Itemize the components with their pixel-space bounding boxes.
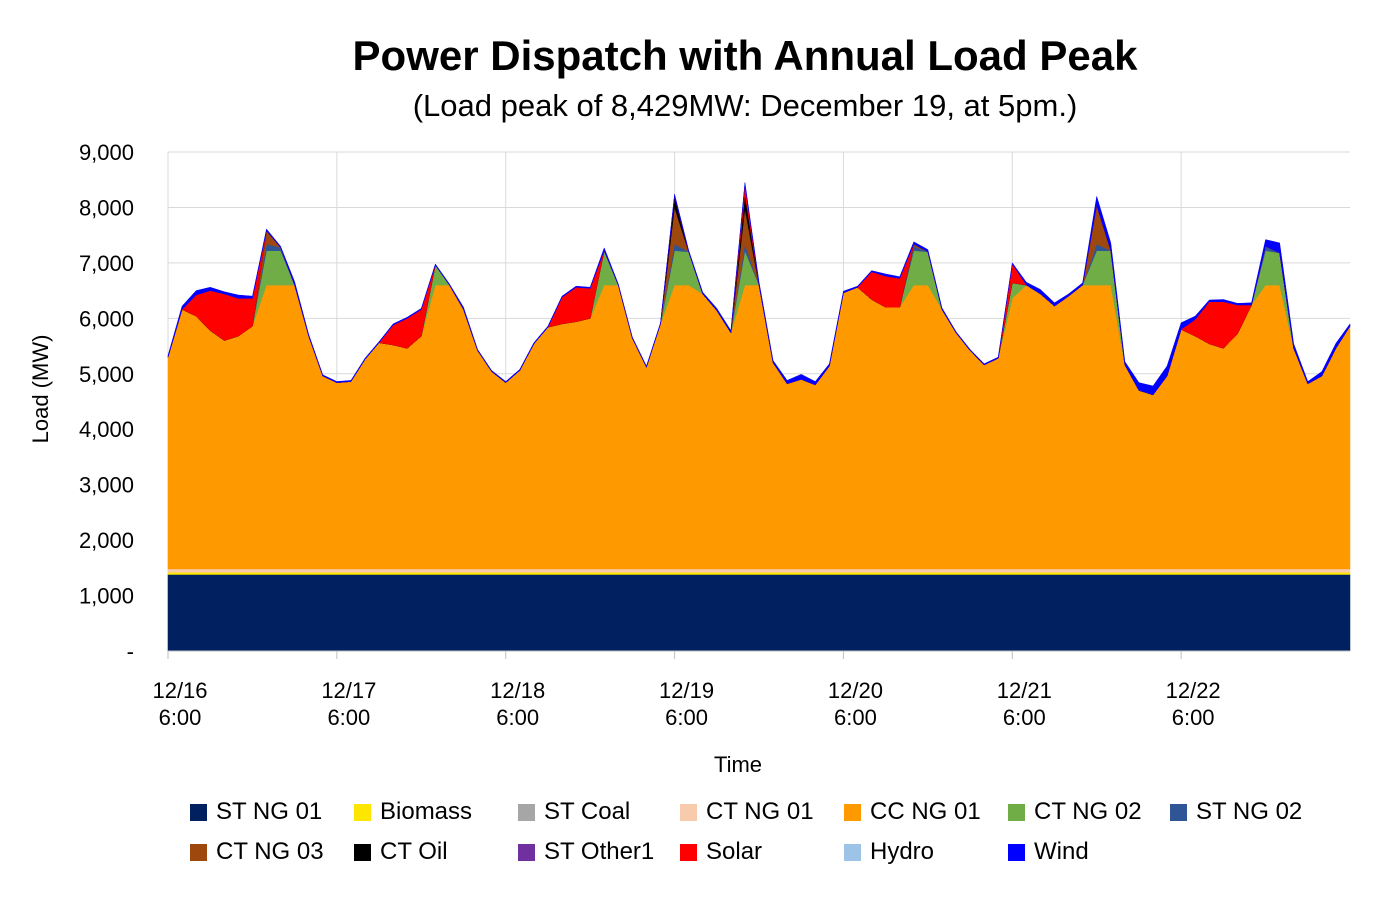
legend-swatch	[844, 843, 861, 861]
legend-label: ST NG 01	[216, 798, 323, 825]
x-tick-label-date: 12/21	[997, 678, 1052, 703]
x-tick-label-date: 12/16	[152, 678, 207, 703]
legend-label: CT NG 01	[706, 798, 814, 825]
x-tick-label-date: 12/17	[321, 678, 376, 703]
legend-swatch	[1008, 803, 1025, 821]
legend-swatch	[190, 803, 207, 821]
legend-item: ST Other1	[518, 838, 654, 866]
chart-subtitle: (Load peak of 8,429MW: December 19, at 5…	[412, 88, 1078, 123]
area-st-ng-01	[167, 574, 1351, 652]
legend-swatch	[518, 843, 535, 861]
legend-item: CT NG 01	[680, 798, 814, 826]
legend-label: ST Other1	[544, 838, 655, 865]
area-wind	[167, 182, 1351, 396]
legend-swatch	[1170, 803, 1187, 821]
y-axis-title: Load (MW)	[28, 335, 53, 444]
legend-label: Hydro	[870, 838, 935, 865]
legend-label: Solar	[706, 838, 763, 865]
legend-label: ST NG 02	[1196, 798, 1303, 825]
legend-item: Wind	[1008, 838, 1089, 866]
x-tick-label-date: 12/20	[828, 678, 883, 703]
legend-item: Biomass	[354, 798, 472, 826]
area-biomass	[167, 572, 1351, 575]
legend-swatch	[354, 803, 371, 821]
legend-label: Biomass	[380, 798, 473, 825]
y-tick-label: 4,000	[79, 417, 134, 442]
x-tick-label-time: 6:00	[496, 705, 539, 730]
legend-item: ST NG 01	[190, 798, 322, 826]
legend-swatch	[190, 843, 207, 861]
x-tick-label-time: 6:00	[665, 705, 708, 730]
x-tick-label-date: 12/18	[490, 678, 545, 703]
x-tick-label-date: 12/22	[1166, 678, 1221, 703]
legend-swatch	[1008, 843, 1025, 861]
x-tick-label-date: 12/19	[659, 678, 714, 703]
area-cc-ng-01	[167, 284, 1351, 570]
stacked-areas	[167, 182, 1351, 652]
y-tick-label: -	[127, 639, 134, 664]
legend-item: ST Coal	[518, 798, 630, 826]
y-tick-label: 6,000	[79, 306, 134, 331]
legend-item: CT NG 03	[190, 838, 324, 866]
legend-label: CT NG 03	[216, 838, 324, 865]
x-tick-label-time: 6:00	[834, 705, 877, 730]
chart-title: Power Dispatch with Annual Load Peak	[352, 32, 1138, 79]
legend-item: CC NG 01	[844, 798, 981, 826]
legend-swatch	[354, 843, 371, 861]
x-tick-label-time: 6:00	[327, 705, 370, 730]
legend-swatch	[518, 803, 535, 821]
axes: - 1,000 2,000 3,000 4,000 5,000 6,000 7,000 8,00…	[79, 140, 1350, 730]
y-tick-label: 1,000	[79, 584, 134, 609]
y-tick-label: 9,000	[79, 140, 134, 165]
y-tick-label: 8,000	[79, 195, 134, 220]
legend-item: CT NG 02	[1008, 798, 1142, 826]
legend-label: Wind	[1034, 838, 1089, 865]
legend-item: ST NG 02	[1170, 798, 1302, 826]
x-axis-title: Time	[714, 752, 762, 777]
y-tick-label: 3,000	[79, 473, 134, 498]
x-tick-label-time: 6:00	[1172, 705, 1215, 730]
legend-item: Hydro	[844, 838, 934, 866]
legend-swatch	[844, 803, 861, 821]
x-tick-label-time: 6:00	[1003, 705, 1046, 730]
area-ct-ng-01	[167, 568, 1351, 573]
legend-label: CT NG 02	[1034, 798, 1142, 825]
legend-swatch	[680, 843, 697, 861]
y-tick-label: 5,000	[79, 362, 134, 387]
legend-label: CC NG 01	[870, 798, 981, 825]
y-tick-label: 2,000	[79, 528, 134, 553]
legend-label: CT Oil	[380, 838, 448, 865]
legend-item: CT Oil	[354, 838, 448, 866]
legend-item: Solar	[680, 838, 762, 866]
legend-label: ST Coal	[544, 798, 631, 825]
y-tick-label: 7,000	[79, 251, 134, 276]
legend-swatch	[680, 803, 697, 821]
x-tick-label-time: 6:00	[159, 705, 202, 730]
